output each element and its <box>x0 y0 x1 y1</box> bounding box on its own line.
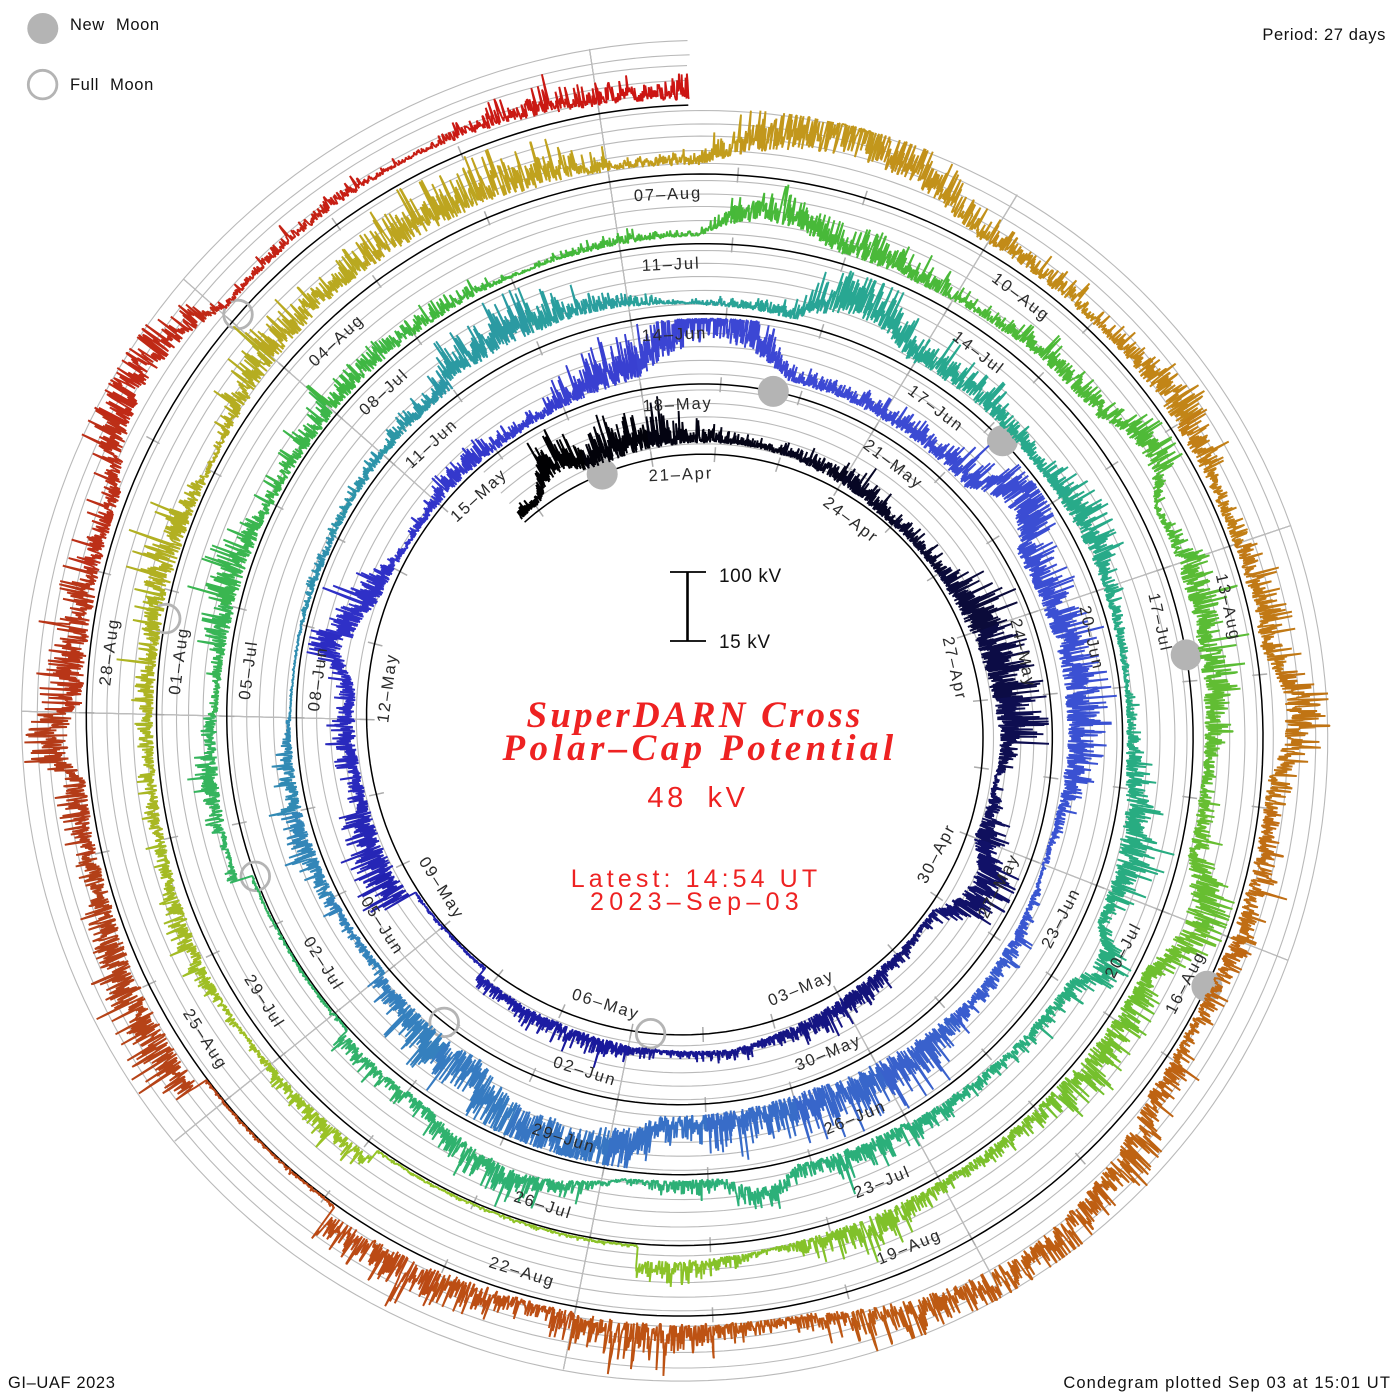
svg-text:Condegram plotted Sep 03 at 15: Condegram plotted Sep 03 at 15:01 UT <box>1063 1374 1391 1392</box>
svg-text:Polar–Cap Potential: Polar–Cap Potential <box>501 728 897 769</box>
svg-text:11–Jul: 11–Jul <box>641 254 701 275</box>
svg-text:07–Aug: 07–Aug <box>633 184 702 205</box>
svg-text:14–Jun: 14–Jun <box>641 324 707 345</box>
svg-text:SuperDARN Cross: SuperDARN Cross <box>527 695 864 736</box>
svg-text:Period: 27 days: Period: 27 days <box>1262 26 1386 44</box>
svg-text:48 kV: 48 kV <box>647 782 748 814</box>
svg-text:New Moon: New Moon <box>70 16 160 34</box>
svg-text:21–Apr: 21–Apr <box>648 464 713 485</box>
svg-text:100 kV: 100 kV <box>719 566 782 587</box>
svg-text:18–May: 18–May <box>642 394 713 415</box>
svg-text:2023–Sep–03: 2023–Sep–03 <box>590 888 804 916</box>
svg-text:Full Moon: Full Moon <box>70 76 154 94</box>
svg-text:GI–UAF 2023: GI–UAF 2023 <box>8 1374 116 1392</box>
svg-text:Latest: 14:54 UT: Latest: 14:54 UT <box>571 865 821 893</box>
svg-text:15 kV: 15 kV <box>719 632 771 653</box>
